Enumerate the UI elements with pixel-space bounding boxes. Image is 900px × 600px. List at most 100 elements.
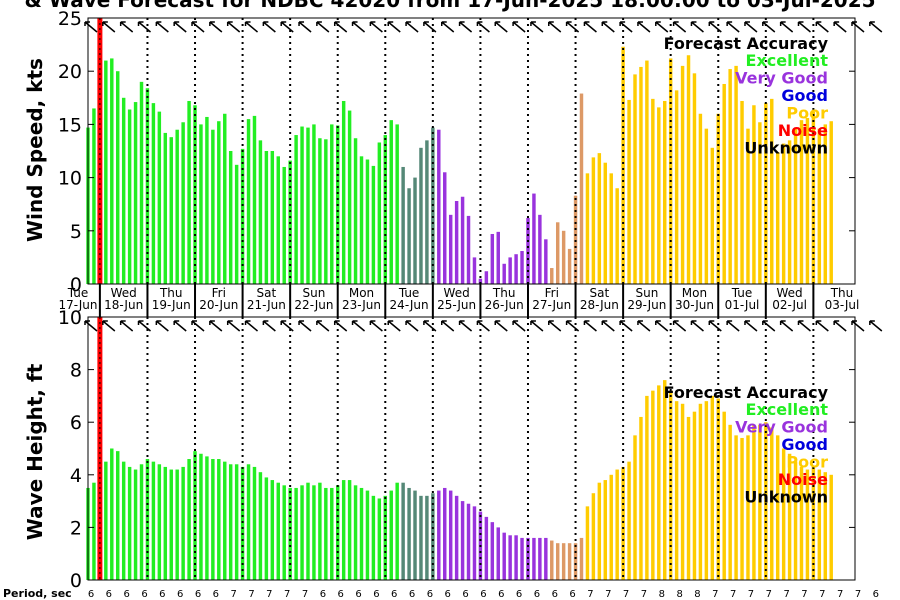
bar [698, 403, 703, 580]
plot-frame [87, 316, 856, 581]
bar [704, 401, 709, 580]
period-value: 7 [748, 589, 754, 600]
bar [609, 474, 613, 580]
direction-arrow [440, 320, 455, 332]
bar [615, 469, 619, 580]
bar [318, 482, 322, 580]
direction-arrow [601, 21, 615, 33]
bar [496, 527, 500, 580]
bar [448, 490, 453, 580]
legend-item: Unknown [744, 139, 828, 158]
direction-arrow [494, 320, 508, 332]
bar [223, 461, 227, 580]
bar [692, 73, 697, 284]
day-date-label: 22-Jun [294, 298, 333, 312]
y-tick-label: 20 [58, 61, 82, 83]
bar [377, 142, 382, 284]
bar [734, 435, 738, 580]
direction-arrow [280, 320, 294, 332]
bar [597, 153, 602, 284]
day-date-label: 27-Jun [532, 298, 571, 312]
bar [425, 495, 429, 580]
direction-arrow [583, 320, 597, 332]
bar [270, 151, 275, 284]
bar [811, 111, 816, 284]
bar [181, 466, 185, 580]
bar [425, 140, 429, 284]
bar [466, 503, 471, 580]
bar [383, 135, 388, 284]
bar [157, 111, 162, 284]
day-date-label: 29-Jun [627, 298, 666, 312]
bar [163, 466, 168, 580]
day-date-label: 18-Jun [104, 298, 143, 312]
direction-arrow [797, 21, 811, 33]
bar [752, 105, 756, 284]
direction-arrow [155, 320, 169, 332]
bar [490, 522, 495, 580]
period-value: 6 [159, 589, 165, 600]
day-date-label: 26-Jun [485, 298, 524, 312]
bar [680, 65, 685, 284]
bar [770, 98, 774, 284]
bar [781, 448, 786, 580]
direction-arrow [779, 320, 794, 332]
day-name-label: Thu [830, 286, 854, 300]
day-name-label: Fri [545, 286, 559, 300]
bar [686, 416, 691, 580]
bar [550, 268, 554, 284]
direction-arrow [369, 320, 383, 332]
day-name-label: Wed [111, 286, 137, 300]
y-tick-label: 8 [70, 360, 82, 382]
period-value: 6 [355, 589, 361, 600]
bar [443, 172, 447, 284]
bar [276, 482, 280, 580]
bar [704, 128, 709, 284]
bar [657, 107, 661, 284]
period-value: 8 [694, 589, 700, 600]
legend-item: Excellent [746, 51, 829, 70]
bar [205, 116, 209, 284]
period-label: Period, sec [3, 587, 72, 600]
direction-arrow [333, 320, 348, 332]
direction-arrow [137, 21, 151, 33]
bar [258, 140, 263, 284]
bar [312, 124, 316, 285]
direction-arrow [244, 21, 259, 33]
bar [217, 459, 221, 580]
direction-arrow [316, 320, 330, 332]
bar [728, 424, 732, 580]
bar [514, 535, 518, 580]
bar [282, 166, 286, 284]
period-value: 6 [427, 589, 433, 600]
bar [258, 472, 263, 580]
bar [217, 121, 221, 285]
bar [579, 537, 584, 580]
bar [615, 188, 619, 284]
bar [627, 461, 631, 580]
direction-arrow [637, 21, 651, 33]
bar [294, 135, 298, 284]
bar [674, 90, 679, 284]
period-value: 7 [284, 589, 290, 600]
bar [359, 487, 364, 580]
bar [680, 403, 685, 580]
bar [823, 124, 827, 285]
direction-arrow [744, 21, 758, 33]
legend-title: Forecast Accuracy [664, 383, 829, 402]
bar [621, 46, 625, 285]
direction-arrow [762, 320, 776, 332]
bar [116, 71, 120, 284]
bar [520, 251, 524, 284]
period-value: 6 [123, 589, 129, 600]
direction-arrow [797, 320, 811, 332]
period-value: 7 [801, 589, 807, 600]
bar [555, 543, 560, 580]
bar [306, 482, 310, 580]
direction-arrow [244, 320, 259, 332]
direction-arrow [476, 21, 490, 33]
bar [246, 119, 251, 284]
bar [698, 113, 703, 284]
direction-arrow [690, 320, 704, 332]
